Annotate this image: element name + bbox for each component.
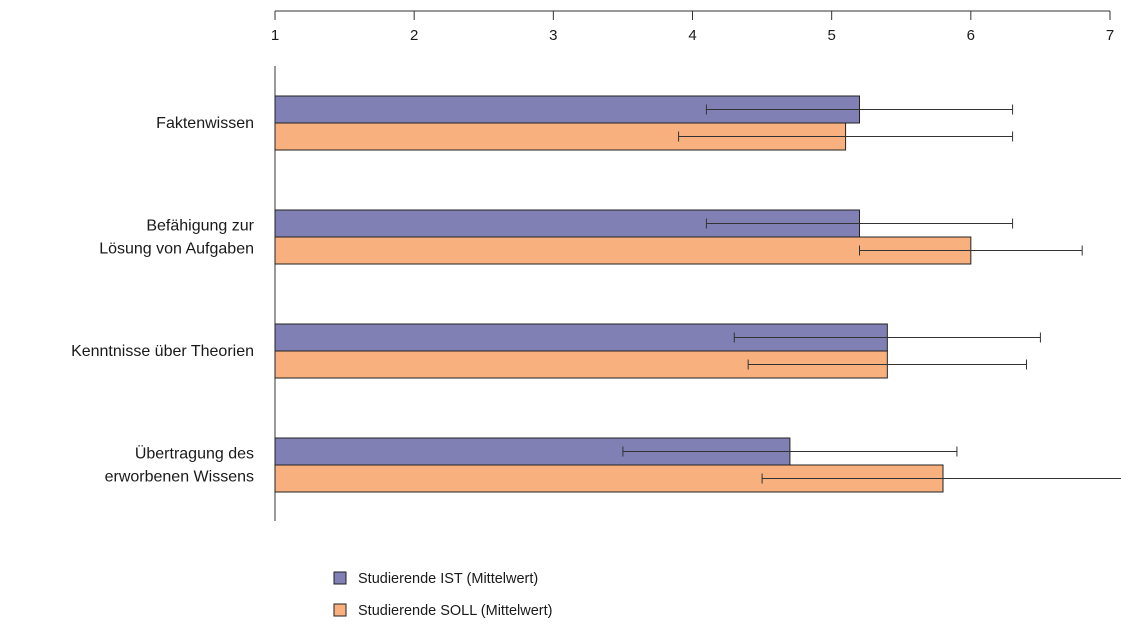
- category-label: Kenntnisse über Theorien: [71, 343, 254, 360]
- category-label: Faktenwissen: [156, 115, 254, 132]
- legend-label: Studierende SOLL (Mittelwert): [358, 603, 553, 619]
- x-tick-label: 7: [1106, 27, 1114, 44]
- legend-swatch: [333, 571, 347, 585]
- legend: Studierende IST (Mittelwert) Studierende …: [333, 571, 553, 619]
- category-labels: Faktenwissen Befähigung zur Lösung von Auf…: [71, 115, 255, 486]
- x-axis: 1 2 3 4 5 6 7: [271, 10, 1114, 44]
- category-label: Lösung von Aufgaben: [99, 241, 254, 258]
- category-label: erworbenen Wissens: [105, 469, 254, 486]
- x-tick-label: 4: [688, 27, 696, 44]
- category-label: Übertragung des: [135, 445, 254, 463]
- x-tick-label: 6: [967, 27, 975, 44]
- x-tick-label: 3: [549, 27, 557, 44]
- bar-soll: [274, 236, 972, 265]
- category-label: Befähigung zur: [146, 218, 254, 235]
- error-bars: [622, 104, 1121, 484]
- bars: [274, 95, 972, 493]
- x-tick-label: 1: [271, 27, 279, 44]
- legend-label: Studierende IST (Mittelwert): [358, 571, 538, 587]
- x-tick-label: 2: [410, 27, 418, 44]
- x-tick-label: 5: [827, 27, 835, 44]
- legend-swatch: [333, 603, 347, 617]
